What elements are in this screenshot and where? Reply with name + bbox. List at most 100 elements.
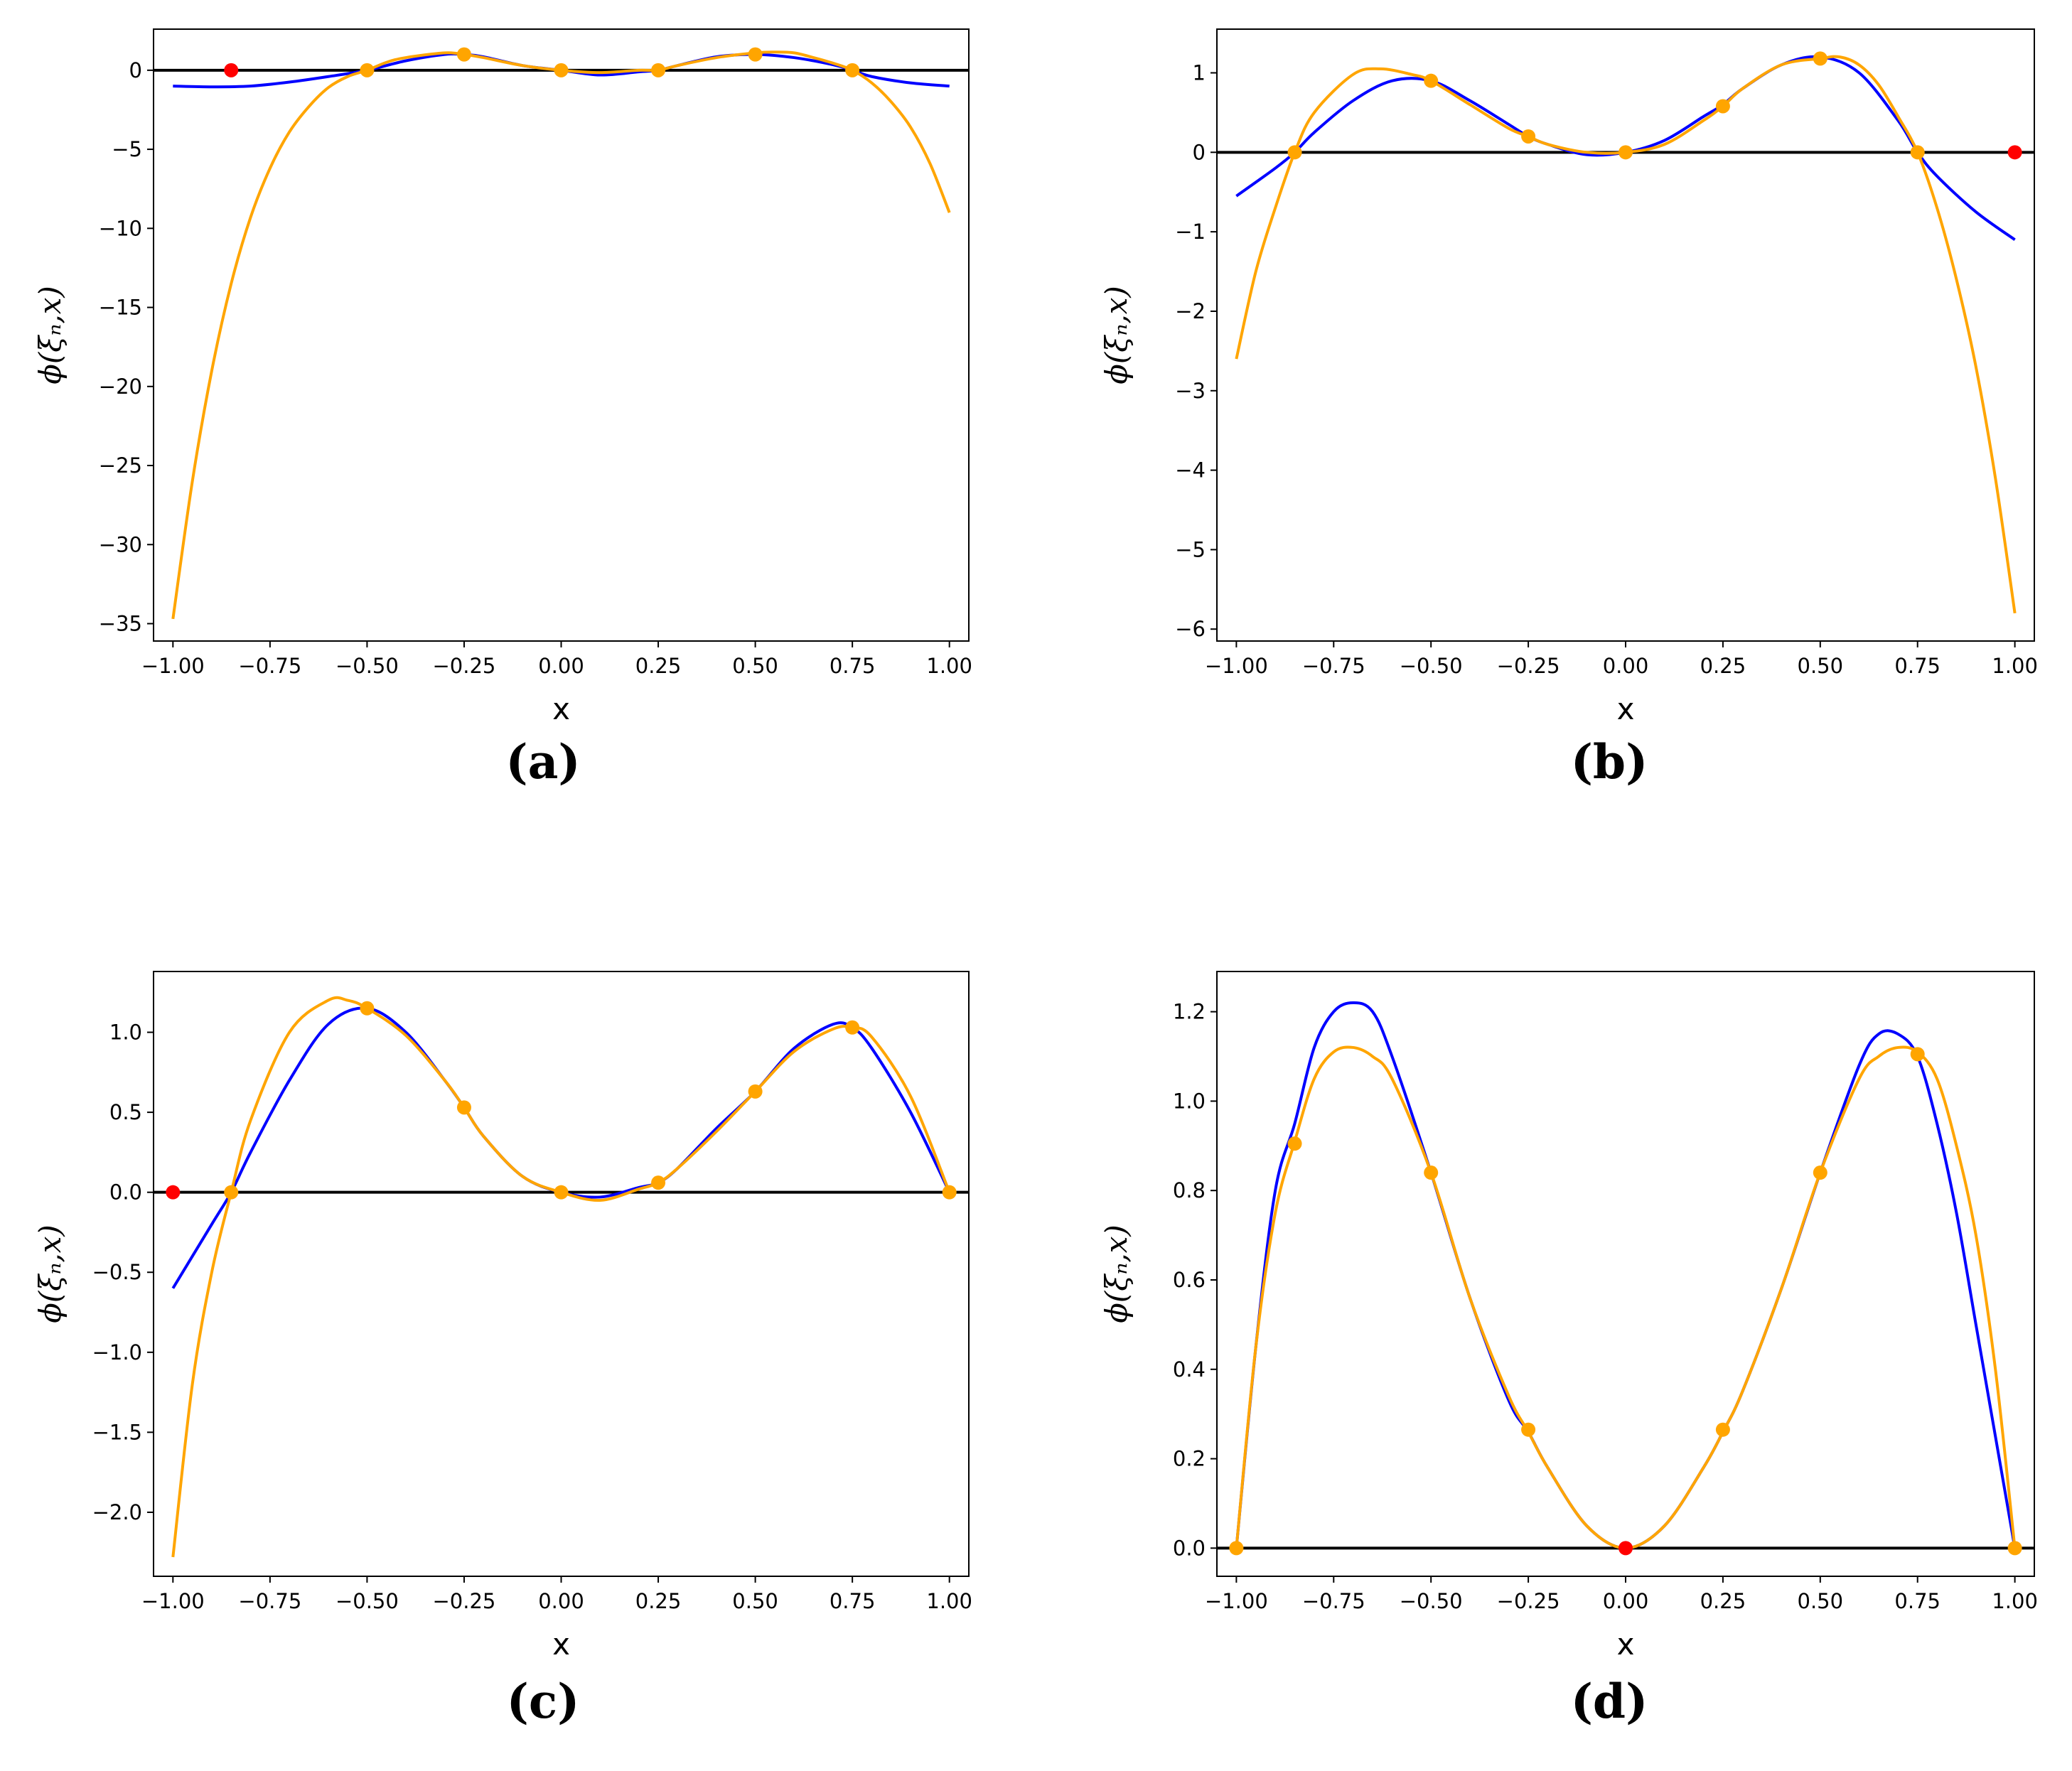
series-line-orange [171, 50, 951, 620]
y-tick-label: 0.8 [1173, 1178, 1206, 1202]
chart-panel-3: −1.00 −0.75 −0.50 −0.25 0.00 0.25 0.50 0.75 1.00… [33, 971, 972, 1729]
x-tick-label: −0.50 [336, 1589, 399, 1613]
x-tick-label: −1.00 [1205, 654, 1268, 678]
y-axis-label: ϕ(ξₙ,x) [1099, 286, 1134, 384]
x-tick-label: −1.00 [141, 654, 205, 678]
x-tick-label: 0.00 [538, 654, 584, 678]
node-point [651, 63, 666, 77]
node-point [360, 63, 375, 77]
node-point [748, 1084, 763, 1099]
node-point [554, 1185, 569, 1200]
x-axis-label: x [1617, 1627, 1635, 1662]
x-tick-label: 0.75 [1894, 654, 1941, 678]
y-tick-label: −1.0 [92, 1340, 142, 1364]
node-point [1287, 1136, 1302, 1151]
node-point [1287, 145, 1302, 160]
node-point [1813, 51, 1827, 66]
x-tick-label: 0.25 [1700, 1589, 1746, 1613]
x-tick-label: 0.25 [635, 1589, 682, 1613]
y-tick-label: −35 [99, 612, 142, 636]
node-point [1910, 1047, 1925, 1062]
node-point [1715, 1422, 1730, 1437]
x-tick-label: 0.75 [830, 1589, 876, 1613]
series-line-orange [1235, 1045, 2017, 1550]
node-point [942, 1185, 957, 1200]
chart-panel-4: −1.00 −0.75 −0.50 −0.25 0.00 0.25 0.50 0.75 1.00… [1099, 971, 2038, 1729]
chart-panel-2: −1.00 −0.75 −0.50 −0.25 0.00 0.25 0.50 0.75 1.00… [1099, 28, 2038, 790]
x-tick-label: 0.50 [732, 654, 778, 678]
node-point [651, 1175, 666, 1190]
x-tick-label: −0.75 [1302, 654, 1365, 678]
x-tick-label: −0.50 [1400, 1589, 1463, 1613]
x-tick-label: 0.25 [635, 654, 682, 678]
x-tick-label: −0.75 [238, 654, 301, 678]
node-point [1424, 1166, 1439, 1180]
y-tick-label: −4 [1175, 458, 1206, 483]
x-tick-label: 0.25 [1700, 654, 1746, 678]
plot-frame [153, 28, 970, 642]
node-point [1424, 73, 1439, 88]
y-tick-label: −2 [1175, 299, 1206, 323]
node-point [554, 63, 569, 77]
panel-label: (d) [1571, 1674, 1648, 1729]
y-axis-label: ϕ(ξₙ,x) [33, 286, 68, 384]
y-tick-label: 0.6 [1173, 1268, 1206, 1292]
chart-panel-1: −1.00 −0.75 −0.50 −0.25 0.00 0.25 0.50 0.75 1.00… [33, 28, 972, 790]
y-tick-label: 0.0 [1173, 1536, 1206, 1560]
x-tick-label: 1.00 [1992, 654, 2038, 678]
x-tick-label: 0.75 [830, 654, 876, 678]
y-tick-label: 0.2 [1173, 1447, 1206, 1471]
y-tick-label: −1 [1175, 220, 1206, 244]
y-tick-label: −25 [99, 453, 142, 478]
x-tick-label: −0.25 [433, 654, 496, 678]
node-point [1521, 129, 1536, 144]
node-point [1619, 145, 1633, 160]
node-point [2007, 1541, 2022, 1556]
y-tick-label: 0.5 [109, 1100, 142, 1124]
y-tick-label: 1 [1193, 61, 1206, 85]
node-point [748, 47, 763, 62]
y-tick-label: 1.0 [109, 1021, 142, 1045]
plot-frame [1216, 28, 2035, 642]
panel-label: (b) [1571, 734, 1648, 790]
special-point [166, 1185, 181, 1200]
x-tick-label: 0.00 [1603, 1589, 1649, 1613]
x-axis-label: x [552, 691, 570, 726]
x-tick-label: −0.25 [1497, 1589, 1560, 1613]
node-point [456, 1100, 471, 1115]
y-tick-label: 1.2 [1173, 1000, 1206, 1024]
y-tick-label: −10 [99, 216, 142, 240]
x-tick-label: −0.50 [336, 654, 399, 678]
x-tick-label: −0.75 [238, 1589, 301, 1613]
y-tick-label: −20 [99, 375, 142, 399]
y-tick-label: −2.0 [92, 1500, 142, 1524]
y-axis-label: ϕ(ξₙ,x) [33, 1224, 68, 1323]
x-axis-label: x [552, 1627, 570, 1662]
x-tick-label: 1.00 [926, 654, 972, 678]
x-tick-label: −0.25 [433, 1589, 496, 1613]
plot-frame [1216, 971, 2035, 1577]
x-tick-label: 0.75 [1894, 1589, 1941, 1613]
panel-label: (c) [507, 1674, 580, 1729]
special-point [224, 63, 239, 77]
series-line-orange [171, 996, 951, 1558]
node-point [456, 47, 471, 62]
y-tick-label: −3 [1175, 379, 1206, 403]
x-tick-label: −1.00 [1205, 1589, 1268, 1613]
y-tick-label: 0.0 [109, 1180, 142, 1205]
series-line-blue [1235, 1001, 2017, 1550]
x-tick-label: −0.25 [1497, 654, 1560, 678]
node-point [1715, 99, 1730, 114]
x-tick-label: 0.50 [1798, 654, 1844, 678]
x-tick-label: −0.50 [1400, 654, 1463, 678]
special-point [1619, 1541, 1633, 1556]
x-tick-label: 0.50 [732, 1589, 778, 1613]
node-point [845, 63, 860, 77]
node-point [1521, 1422, 1536, 1437]
y-tick-label: 0 [1193, 140, 1206, 164]
y-tick-label: −30 [99, 532, 142, 556]
y-tick-label: −5 [112, 137, 142, 161]
x-tick-label: 0.50 [1798, 1589, 1844, 1613]
y-axis-label: ϕ(ξₙ,x) [1099, 1224, 1134, 1323]
